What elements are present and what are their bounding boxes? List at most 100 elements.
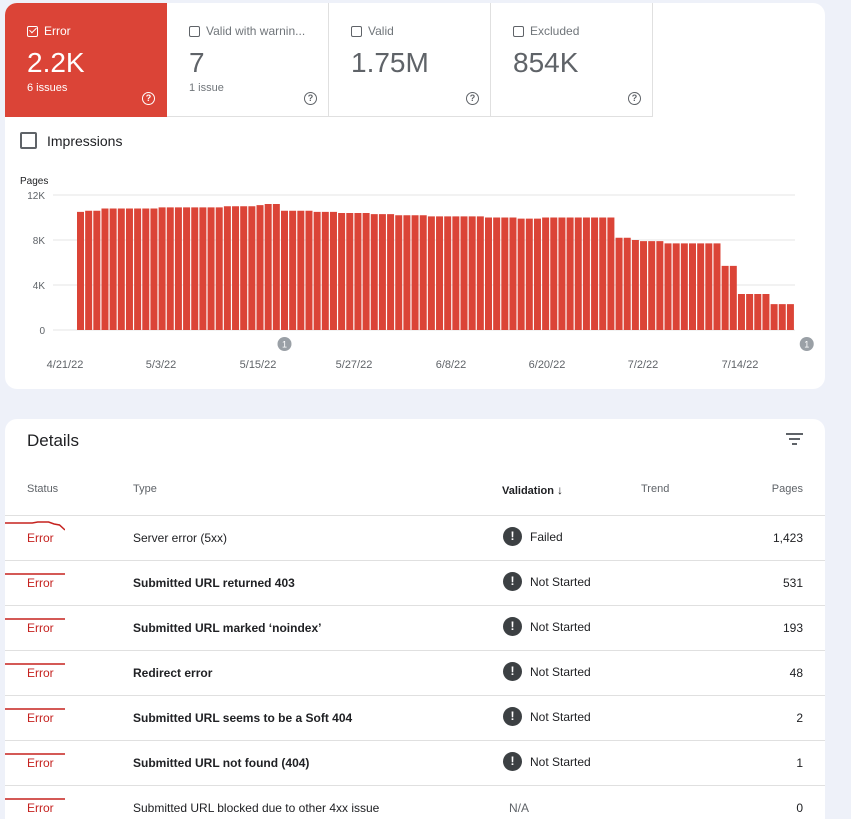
- checkbox-icon[interactable]: [20, 132, 37, 149]
- status-cell: Error: [27, 531, 54, 545]
- table-row[interactable]: Error Server error (5xx) ! Failed 1,423: [5, 516, 825, 561]
- bar: [550, 217, 558, 330]
- impressions-toggle[interactable]: Impressions: [20, 132, 122, 149]
- bar: [329, 211, 337, 330]
- status-cell: Error: [27, 576, 54, 590]
- bar: [207, 207, 215, 330]
- summary-card: Error 2.2K 6 issues ? Valid with warnin.…: [5, 3, 825, 389]
- bar: [289, 210, 297, 330]
- filter-icon[interactable]: [784, 432, 808, 448]
- table-row[interactable]: Error Submitted URL marked ‘noindex’ ! N…: [5, 606, 825, 651]
- y-tick-label: 8K: [33, 236, 46, 247]
- bar: [191, 207, 199, 330]
- y-tick-label: 4K: [33, 281, 46, 292]
- tile-excluded-label: Excluded: [513, 24, 633, 38]
- bar: [362, 213, 370, 330]
- type-cell: Submitted URL marked ‘noindex’: [133, 621, 322, 635]
- impressions-label: Impressions: [47, 132, 123, 149]
- col-status[interactable]: Status: [27, 483, 59, 495]
- pages-cell: 193: [782, 621, 803, 635]
- x-tick-label: 5/3/22: [146, 359, 177, 371]
- type-cell: Submitted URL blocked due to other 4xx i…: [133, 801, 380, 815]
- tile-valid-label: Valid: [351, 24, 471, 38]
- checkbox-icon[interactable]: [351, 25, 362, 37]
- table-row[interactable]: Error Submitted URL not found (404) ! No…: [5, 741, 825, 786]
- tile-valid-with-warnings[interactable]: Valid with warnin... 7 1 issue ?: [167, 3, 329, 117]
- trend-sparkline: [5, 573, 65, 575]
- tile-valid[interactable]: Valid 1.75M ?: [329, 3, 491, 117]
- col-type[interactable]: Type: [133, 483, 157, 495]
- bar: [689, 243, 696, 330]
- x-tick-label: 6/8/22: [436, 359, 467, 371]
- trend-sparkline: [5, 708, 65, 710]
- pages-cell: 0: [796, 801, 803, 815]
- bar: [713, 243, 721, 330]
- bar: [648, 241, 656, 330]
- col-pages[interactable]: Pages: [771, 483, 803, 495]
- bar: [223, 206, 231, 330]
- x-tick-label: 5/15/22: [240, 359, 277, 371]
- bar: [468, 216, 476, 330]
- bar: [354, 213, 362, 330]
- bar: [256, 205, 264, 330]
- bar: [101, 208, 109, 330]
- x-tick-label: 7/2/22: [628, 359, 659, 371]
- alert-icon: !: [503, 662, 522, 681]
- status-cell: Error: [27, 621, 54, 635]
- validation-text: N/A: [509, 801, 530, 815]
- status-tiles: Error 2.2K 6 issues ? Valid with warnin.…: [5, 3, 653, 117]
- trend-line: [5, 521, 66, 531]
- tile-label-text: Valid: [368, 24, 394, 38]
- tile-warn-sub: 1 issue: [189, 82, 224, 94]
- annotation-label: 1: [282, 340, 287, 350]
- x-tick-label: 7/14/22: [722, 359, 759, 371]
- help-icon[interactable]: ?: [628, 92, 641, 105]
- annotation-label: 1: [804, 340, 809, 350]
- table-row[interactable]: Error Submitted URL blocked due to other…: [5, 786, 825, 819]
- arrow-down-icon[interactable]: ↓: [556, 483, 563, 497]
- tile-valid-value: 1.75M: [351, 47, 429, 78]
- table-row[interactable]: Error Submitted URL returned 403 ! Not S…: [5, 561, 825, 606]
- table-row[interactable]: Error Redirect error ! Not Started 48: [5, 651, 825, 696]
- bar: [281, 210, 288, 330]
- type-cell: Submitted URL not found (404): [133, 756, 310, 770]
- bar: [77, 211, 84, 330]
- table-row[interactable]: Error Submitted URL seems to be a Soft 4…: [5, 696, 825, 741]
- bar: [476, 216, 484, 330]
- validation-text: Not Started: [530, 754, 591, 769]
- tile-excluded[interactable]: Excluded 854K ?: [491, 3, 653, 117]
- tile-error-sub: 6 issues: [27, 82, 68, 94]
- bar: [313, 211, 321, 330]
- bar: [85, 210, 93, 330]
- tile-warn-label: Valid with warnin...: [189, 24, 309, 38]
- y-tick-label: 0: [39, 326, 45, 337]
- tile-error[interactable]: Error 2.2K 6 issues ?: [5, 3, 167, 117]
- bar: [558, 217, 566, 330]
- checkbox-icon[interactable]: [513, 25, 524, 37]
- bar: [370, 214, 378, 330]
- trend-sparkline: [5, 618, 65, 620]
- help-icon[interactable]: ?: [142, 92, 155, 105]
- col-trend: Trend: [641, 483, 670, 495]
- tile-label-text: Error: [44, 24, 71, 38]
- bar: [174, 207, 182, 330]
- tile-error-value: 2.2K: [27, 47, 85, 78]
- bar: [770, 304, 778, 330]
- help-icon[interactable]: ?: [466, 92, 479, 105]
- checkbox-icon[interactable]: [189, 25, 200, 37]
- bar: [305, 210, 313, 330]
- pages-cell: 531: [782, 576, 803, 590]
- bar: [493, 217, 501, 330]
- bar: [485, 217, 492, 330]
- col-validation[interactable]: Validation ↓: [502, 483, 563, 497]
- checkbox-checked-icon[interactable]: [27, 25, 38, 37]
- bar: [150, 208, 158, 330]
- help-icon[interactable]: ?: [304, 92, 317, 105]
- bar: [729, 265, 737, 330]
- alert-icon: !: [503, 617, 522, 636]
- alert-icon: !: [503, 707, 522, 726]
- tile-warn-value: 7: [189, 47, 205, 78]
- bar: [199, 207, 207, 330]
- bar: [721, 265, 729, 330]
- bar: [517, 218, 525, 330]
